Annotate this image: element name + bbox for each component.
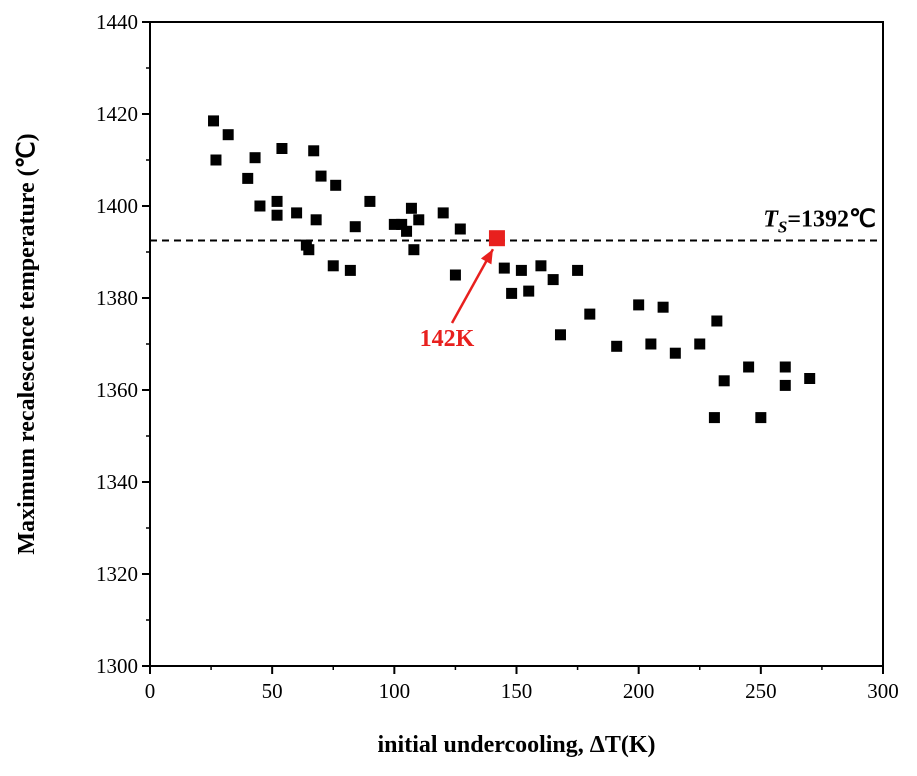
x-axis-title: initial undercooling, ΔT(K) (378, 732, 656, 758)
data-point (396, 218, 408, 230)
data-point (523, 285, 535, 297)
data-point (694, 338, 706, 350)
x-tick-label: 0 (145, 679, 156, 703)
y-tick-label: 1420 (96, 102, 138, 126)
data-point (547, 274, 559, 286)
data-point (271, 195, 283, 207)
plot-frame (149, 21, 884, 667)
data-point (408, 244, 420, 256)
reference-line-label: TS=1392℃ (763, 207, 876, 237)
data-point (779, 361, 791, 373)
data-point (271, 209, 283, 221)
data-point (249, 152, 261, 164)
data-point (779, 379, 791, 391)
data-point (708, 412, 720, 424)
data-point (645, 338, 657, 350)
y-tick-label: 1340 (96, 470, 138, 494)
y-tick-label: 1320 (96, 562, 138, 586)
data-point (315, 170, 327, 182)
y-axis-title: Maximum recalescence temperature (℃) (14, 133, 40, 554)
data-point (669, 347, 681, 359)
data-point (308, 145, 320, 157)
data-point (222, 129, 234, 141)
data-point (330, 179, 342, 191)
data-point (515, 264, 527, 276)
data-point (657, 301, 669, 313)
data-point (364, 195, 376, 207)
data-point (506, 287, 518, 299)
y-tick-label: 1400 (96, 194, 138, 218)
highlight-arrow-shaft (450, 248, 495, 324)
data-point (210, 154, 222, 166)
highlight-label: 142K (420, 326, 475, 352)
data-point (344, 264, 356, 276)
data-point (276, 143, 288, 154)
data-point (349, 221, 361, 233)
x-tick-label: 100 (379, 679, 411, 703)
data-points (208, 115, 816, 424)
data-point (584, 308, 596, 320)
x-tick-label: 300 (867, 679, 899, 703)
data-point (611, 340, 623, 352)
data-point (454, 223, 466, 235)
y-tick-label: 1360 (96, 378, 138, 402)
data-point (743, 361, 755, 373)
data-point (718, 375, 730, 387)
y-tick-label: 1380 (96, 286, 138, 310)
data-point (449, 269, 461, 281)
data-point (804, 373, 816, 384)
data-point (254, 200, 266, 212)
data-point (413, 214, 425, 226)
data-point (633, 299, 645, 311)
data-point (303, 244, 315, 256)
data-point (535, 260, 547, 272)
y-tick-label: 1300 (96, 654, 138, 678)
data-point (208, 115, 220, 127)
highlight-point (488, 230, 505, 247)
data-point (554, 329, 566, 341)
data-point (405, 202, 417, 214)
highlight-group: 142K (420, 230, 505, 352)
data-point (498, 262, 510, 274)
highlight-arrow-head (480, 249, 493, 265)
data-point (291, 207, 303, 219)
data-point (437, 207, 449, 219)
data-point (242, 172, 254, 184)
x-tick-label: 200 (623, 679, 655, 703)
x-tick-label: 150 (501, 679, 533, 703)
x-tick-label: 50 (262, 679, 283, 703)
data-point (711, 315, 723, 327)
data-point (401, 225, 413, 237)
y-tick-label: 1440 (96, 10, 138, 34)
data-point (755, 412, 767, 424)
data-point (310, 214, 322, 226)
y-axis-ticks: 1300 1320 1340 1360 1380 1400 1420 1440 (96, 10, 150, 678)
data-point (327, 260, 339, 272)
x-axis-ticks: 0 50 100 150 200 250 300 (145, 666, 899, 703)
x-tick-label: 250 (745, 679, 777, 703)
data-point (388, 218, 400, 230)
reference-line-group: TS=1392℃ (150, 207, 883, 242)
data-point (572, 264, 584, 276)
